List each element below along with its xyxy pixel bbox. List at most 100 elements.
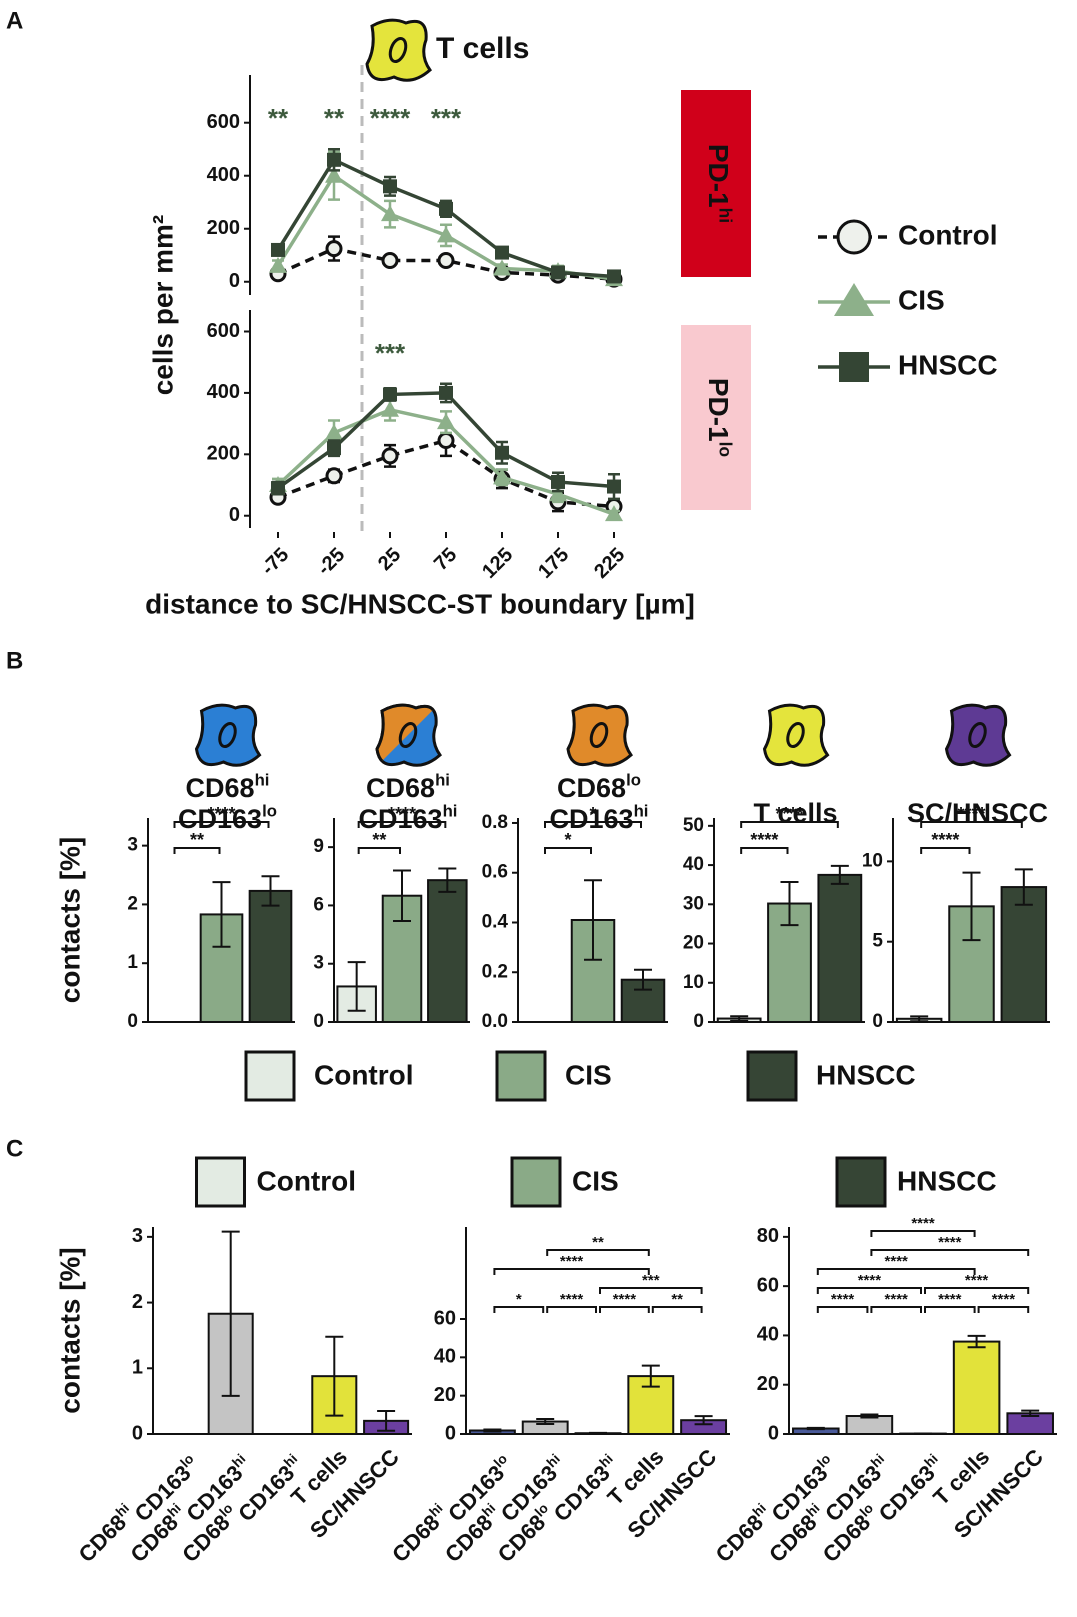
y-tick-label: 2 (127, 893, 138, 914)
marker (439, 385, 453, 400)
cell-body (194, 703, 262, 767)
text-part: hi (255, 771, 270, 790)
x-tick-label: 125 (478, 544, 517, 583)
error-bar (325, 1335, 344, 1417)
significance: **** (992, 1291, 1016, 1308)
y-tick-label: 3 (313, 953, 324, 974)
error-bar (438, 867, 457, 893)
error-bar (830, 864, 849, 885)
marker (607, 479, 621, 494)
cell-icon (375, 703, 443, 767)
significance: **** (885, 1253, 909, 1270)
y-tick-label: 600 (207, 111, 240, 133)
comparison-bracket (816, 1268, 976, 1275)
y-tick-label: 200 (207, 217, 240, 239)
y-tick-label: 3 (132, 1225, 143, 1247)
marker (381, 205, 399, 222)
significance: *** (431, 103, 462, 133)
y-tick-label: 200 (207, 443, 240, 465)
y-tick-label: 60 (757, 1274, 779, 1296)
significance: *** (375, 338, 406, 368)
cell-icon (566, 703, 634, 767)
error-bar (634, 968, 652, 991)
marker (271, 481, 285, 496)
text-part: lo (262, 802, 277, 821)
significance: **** (370, 103, 411, 133)
marker (269, 256, 287, 273)
x-tick-label: 75 (430, 544, 461, 575)
y-axis-label: contacts [%] (54, 1247, 85, 1413)
y-tick-label: 10 (683, 972, 704, 993)
significance: ** (324, 103, 345, 133)
comparison-bracket (740, 847, 789, 854)
comparison-bracket (920, 847, 971, 854)
comparison-bracket (493, 1306, 545, 1313)
significance: **** (885, 1291, 909, 1308)
y-tick-label: 40 (683, 854, 704, 875)
legend-label: HNSCC (816, 1059, 916, 1090)
comparison-bracket (546, 1249, 650, 1256)
text-part: lo (716, 442, 736, 457)
marker (495, 245, 509, 260)
cell-nucleus (388, 36, 408, 64)
text-part: CD68 (186, 773, 255, 803)
chart-title: CD163hi (359, 802, 458, 834)
marker (271, 242, 285, 257)
error-bar (730, 1015, 749, 1022)
x-tick-label: -25 (313, 544, 349, 580)
marker (493, 468, 511, 485)
text-part: hi (634, 802, 649, 821)
significance: **** (957, 804, 985, 824)
legend-marker (834, 283, 874, 316)
chart-title: SC/HNSCC (907, 798, 1048, 828)
marker (549, 485, 567, 502)
text-part: CD163 (550, 804, 634, 834)
error-bar (962, 871, 981, 942)
error-bar (860, 1413, 879, 1419)
bar (427, 879, 468, 1024)
y-tick-label: 0 (313, 1011, 324, 1032)
marker (325, 240, 343, 258)
x-axis-label: distance to SC/HNSCC-ST boundary [µm] (145, 588, 695, 619)
y-tick-label: 5 (872, 931, 883, 952)
significance: *** (642, 1272, 660, 1289)
cell-nucleus (589, 721, 609, 749)
marker (383, 179, 397, 194)
y-tick-label: 0.0 (482, 1011, 508, 1032)
y-tick-label: 0.8 (482, 812, 508, 833)
bar (845, 1415, 894, 1436)
bar (817, 873, 863, 1024)
comparison-bracket (544, 821, 642, 828)
text-part: T cells (753, 798, 837, 828)
side-box (681, 90, 751, 277)
y-tick-label: 0 (872, 1011, 883, 1032)
cell-nucleus (218, 721, 237, 749)
y-tick-label: 0 (127, 1011, 138, 1032)
text-part: PD-1 (703, 144, 734, 208)
cell-icon (365, 18, 433, 82)
y-axis-label: contacts [%] (54, 837, 85, 1003)
legend-swatch (746, 1050, 798, 1102)
y-tick-label: 20 (683, 933, 704, 954)
error-bar (1021, 1409, 1040, 1418)
y-tick-label: 10 (862, 850, 883, 871)
error-bar (910, 1015, 929, 1023)
marker (439, 201, 453, 216)
y-tick-label: 600 (207, 320, 240, 342)
legend-swatch (244, 1050, 296, 1102)
marker (551, 474, 565, 489)
legend-marker (839, 352, 869, 382)
text-part: hi (435, 771, 450, 790)
y-tick-label: 0 (229, 270, 240, 292)
comparison-bracket (977, 1306, 1030, 1313)
legend-label: CIS (898, 284, 945, 315)
significance: **** (965, 1272, 989, 1289)
error-bar (694, 1415, 713, 1426)
error-bar (221, 1230, 240, 1397)
comparison-bracket (816, 1306, 869, 1313)
comparison-bracket (870, 1306, 922, 1313)
title-swatch (195, 1156, 246, 1208)
comparison-bracket (816, 1287, 922, 1294)
comparison-bracket (920, 821, 1023, 828)
marker (325, 423, 343, 440)
